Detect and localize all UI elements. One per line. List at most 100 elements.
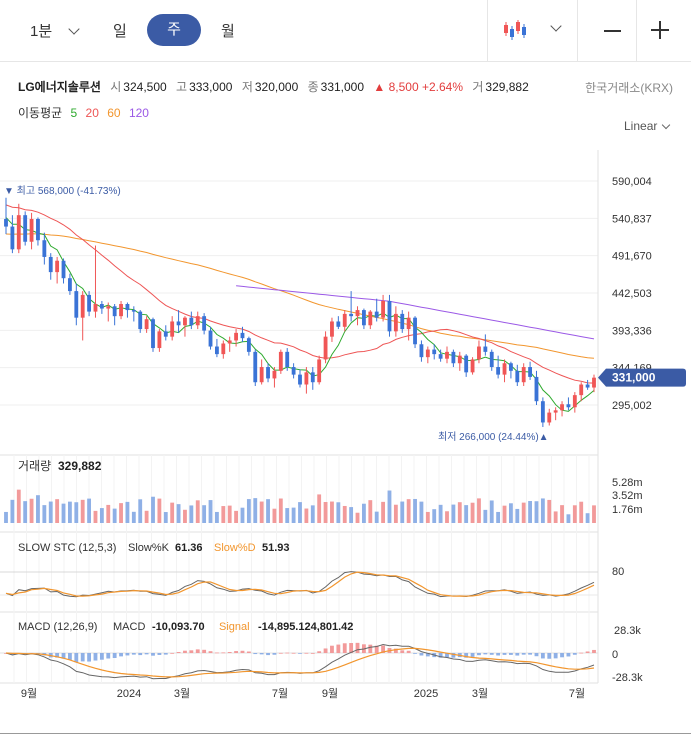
macd-histogram-bar <box>508 653 513 655</box>
candle-body <box>451 351 456 364</box>
chart-toolbar: 1분 일 주 월 <box>0 0 691 62</box>
high-label: 고 <box>176 80 188 94</box>
macd-label: MACD <box>113 621 145 633</box>
candle-body <box>540 401 545 423</box>
toolbar-divider <box>636 0 637 62</box>
volume-bar <box>547 499 552 523</box>
candle-body <box>445 351 449 359</box>
volume-bar <box>374 511 379 523</box>
high-value: 333,000 <box>189 80 233 94</box>
macd-histogram-bar <box>560 653 564 658</box>
volume-bar <box>253 498 258 523</box>
macd-histogram-bar <box>528 653 533 655</box>
ma-label: 이동평균 <box>18 106 63 120</box>
candle-body <box>464 355 469 373</box>
candle-body <box>16 215 21 250</box>
volume-bar <box>585 513 590 523</box>
macd-histogram-bar <box>521 653 526 655</box>
macd-histogram-bar <box>202 649 207 653</box>
candle-body <box>457 355 462 364</box>
volume-bar <box>214 511 219 523</box>
open-value: 324,500 <box>123 80 167 94</box>
candle-body <box>323 336 328 360</box>
candle-body <box>131 310 136 312</box>
macd-histogram-bar <box>572 653 577 655</box>
macd-histogram-bar <box>234 651 239 653</box>
candlestick-icon[interactable] <box>503 18 529 42</box>
stoch-k-value: 61.36 <box>175 542 203 554</box>
candle-body <box>534 376 539 402</box>
candle-body <box>259 367 264 383</box>
candle-body <box>183 317 187 326</box>
macd-histogram-bar <box>112 653 117 659</box>
volume-bar <box>10 499 15 523</box>
macd-histogram-bar <box>259 653 264 655</box>
macd-axis-label: -28.3k <box>612 672 643 684</box>
candle-body <box>349 313 354 317</box>
macd-histogram-bar <box>483 653 488 655</box>
candle-body <box>560 404 564 411</box>
macd-histogram-bar <box>419 653 424 656</box>
candle-body <box>67 278 72 292</box>
tab-month[interactable]: 월 <box>221 23 235 40</box>
candle-body <box>508 363 513 371</box>
macd-histogram-bar <box>246 651 251 653</box>
volume-bar <box>227 505 232 523</box>
macd-histogram-bar <box>592 649 596 653</box>
macd-histogram-bar <box>489 653 494 655</box>
macd-histogram-bar <box>477 653 481 656</box>
macd-histogram-bar <box>374 645 379 653</box>
volume-bar <box>508 503 513 523</box>
plus-icon[interactable] <box>651 21 669 39</box>
candle-body <box>48 256 53 273</box>
tab-day[interactable]: 일 <box>113 23 127 40</box>
stoch-d-label: Slow%D <box>214 542 256 554</box>
bottom-border <box>0 733 691 734</box>
volume-bar <box>540 498 545 523</box>
volume-bar <box>560 505 564 523</box>
macd-histogram-bar <box>285 652 290 654</box>
macd-histogram-bar <box>298 653 302 654</box>
candle-body <box>387 300 392 332</box>
stoch-k-line <box>5 571 595 598</box>
candle-body <box>99 304 104 309</box>
candle-body <box>93 304 98 312</box>
macd-histogram-bar <box>310 652 315 654</box>
macd-histogram-bar <box>496 653 501 656</box>
scale-mode-select[interactable]: Linear <box>624 119 671 133</box>
volume-bar <box>55 499 60 523</box>
candle-body <box>157 331 162 349</box>
macd-histogram-bar <box>393 648 398 653</box>
macd-histogram-bar <box>93 653 98 661</box>
candle-body <box>438 354 443 359</box>
ma60-label: 60 <box>107 106 121 120</box>
candle-body <box>413 317 417 345</box>
tab-week[interactable]: 주 <box>147 14 201 46</box>
volume-bar <box>579 501 584 523</box>
macd-histogram-bar <box>502 653 507 655</box>
minus-icon[interactable] <box>604 30 621 32</box>
stoch-axis-label: 80 <box>612 566 624 578</box>
volume-bar <box>572 505 577 523</box>
candle-body <box>214 346 219 355</box>
candle-body <box>425 349 430 358</box>
volume-bar <box>323 502 328 523</box>
volume-bar <box>489 500 494 523</box>
candle-body <box>246 338 251 352</box>
interval-select[interactable]: 1분 <box>30 20 80 41</box>
macd-axis-label: 28.3k <box>614 625 641 637</box>
volume-panel-label: 거래량 <box>18 459 51 473</box>
macd-histogram-bar <box>566 653 571 657</box>
volume-bar <box>189 505 194 523</box>
macd-histogram-bar <box>253 653 258 655</box>
candle-body <box>106 306 111 309</box>
volume-bar <box>592 505 596 523</box>
macd-histogram-bar <box>183 650 187 653</box>
candle-body <box>477 346 481 360</box>
candle-body <box>112 306 117 317</box>
macd-histogram-bar <box>515 653 520 656</box>
macd-histogram-bar <box>534 653 539 657</box>
volume-bar <box>157 498 162 523</box>
volume-bar <box>400 501 405 523</box>
